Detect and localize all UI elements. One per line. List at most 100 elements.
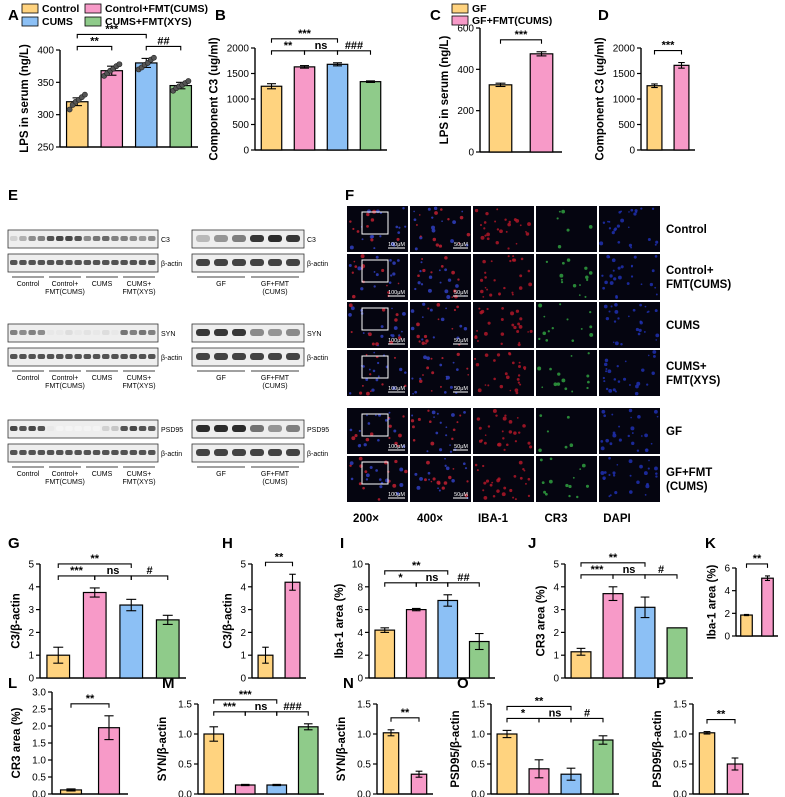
group-label-line: Control+	[52, 471, 79, 478]
bar-2	[529, 53, 554, 153]
if-signal	[377, 344, 379, 347]
blot-band	[120, 354, 128, 359]
blot-band	[19, 426, 27, 431]
significance-label: ns	[315, 40, 328, 52]
if-image	[599, 456, 660, 502]
significance-label: ***	[70, 565, 84, 577]
panel-label-P: P	[656, 675, 666, 692]
y-tick-label: 4	[28, 582, 34, 593]
if-row-label: Control	[666, 224, 707, 236]
panel-label-B: B	[215, 7, 226, 24]
if-signal	[367, 209, 371, 214]
if-signal	[412, 425, 415, 429]
blot-band	[46, 450, 55, 455]
if-signal	[414, 472, 418, 476]
scale-label: 100μM	[388, 444, 405, 450]
blot-protein-label: PSD95	[307, 427, 329, 434]
if-signal	[617, 380, 621, 383]
blot-band	[37, 354, 46, 359]
y-tick-label: 2	[28, 628, 34, 639]
if-signal	[615, 296, 618, 299]
if-signal	[357, 444, 362, 448]
if-signal	[609, 281, 614, 285]
if-signal	[614, 491, 618, 495]
blot-protein-label: PSD95	[161, 427, 183, 434]
if-row-label-line: GF	[666, 426, 682, 438]
group-label-line: CUMS	[92, 375, 113, 382]
if-signal	[627, 226, 630, 229]
if-signal	[399, 467, 404, 472]
group-label-line: FMT(XYS)	[122, 383, 155, 390]
if-signal	[430, 357, 433, 360]
if-signal	[413, 210, 415, 213]
if-signal	[396, 492, 400, 496]
if-signal	[516, 417, 519, 419]
significance-bracket	[70, 703, 110, 708]
blot-band	[83, 354, 92, 359]
data-point	[81, 91, 88, 98]
if-signal	[635, 384, 639, 389]
if-signal	[456, 352, 460, 357]
if-signal	[527, 477, 531, 481]
y-tick-label: 10	[352, 560, 364, 571]
if-signal	[624, 360, 627, 363]
if-signal	[485, 479, 490, 483]
if-signal	[629, 383, 631, 386]
y-tick-label: 3	[553, 605, 559, 616]
if-signal	[537, 366, 542, 371]
blot-band	[10, 426, 18, 431]
if-signal	[560, 281, 564, 284]
if-signal	[394, 441, 398, 446]
if-signal	[609, 442, 613, 446]
if-signal	[585, 484, 590, 488]
if-signal	[365, 391, 370, 396]
if-signal	[517, 374, 521, 377]
if-signal	[508, 352, 512, 356]
if-signal	[618, 275, 622, 280]
if-signal	[603, 304, 608, 309]
if-signal	[643, 330, 646, 333]
if-signal	[547, 330, 550, 333]
if-row-label-line: CUMS	[666, 320, 700, 332]
if-signal	[548, 479, 553, 484]
if-signal	[394, 459, 398, 464]
if-signal	[354, 265, 358, 269]
y-tick-label: 1000	[227, 95, 250, 106]
if-signal	[388, 436, 391, 440]
if-signal	[612, 433, 617, 438]
if-signal	[633, 255, 637, 259]
if-signal	[352, 294, 356, 299]
if-signal	[613, 378, 617, 381]
if-signal	[626, 282, 630, 285]
if-image	[473, 302, 534, 348]
if-signal	[556, 382, 561, 386]
if-signal	[429, 308, 433, 312]
if-signal	[601, 409, 606, 414]
if-signal	[401, 330, 403, 333]
if-signal	[421, 338, 424, 341]
blot-band	[148, 426, 156, 431]
if-signal	[651, 371, 655, 375]
if-signal	[605, 387, 609, 391]
y-tick-label: 5	[553, 560, 559, 571]
if-signal	[379, 485, 383, 489]
blot-band	[129, 426, 138, 431]
if-signal	[433, 416, 435, 418]
if-image	[599, 302, 660, 348]
y-tick-label: 2	[724, 609, 730, 620]
if-signal	[453, 308, 457, 312]
if-signal	[396, 237, 400, 241]
if-signal	[483, 481, 487, 485]
chart-J: 0 1 2 3 4 5 CR3 area (%) *** ns # **	[535, 552, 693, 685]
y-tick-label: 2000	[227, 44, 250, 55]
if-signal	[422, 302, 426, 306]
legend-label: Control+FMT(CUMS)	[105, 3, 208, 15]
if-signal	[427, 207, 431, 211]
if-signal	[437, 318, 440, 321]
blot-strip	[191, 323, 305, 343]
panel-labels: A B C D G H I J K L M N O P E F	[8, 7, 716, 692]
if-signal	[362, 486, 365, 490]
if-signal	[519, 224, 522, 227]
if-signal	[564, 445, 568, 449]
if-signal	[393, 356, 396, 359]
